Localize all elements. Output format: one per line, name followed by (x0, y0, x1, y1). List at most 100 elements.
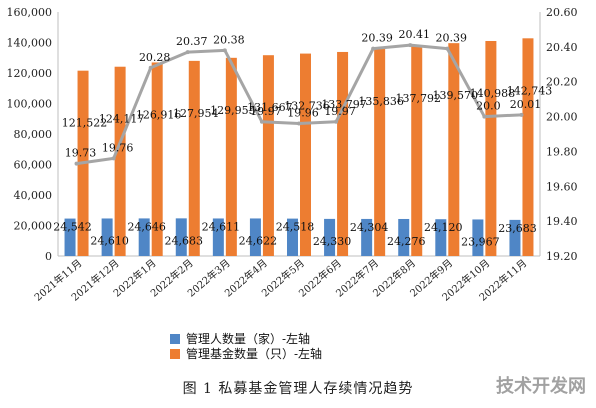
manager-count-label: 24,610 (90, 234, 129, 247)
fund-count-bar (522, 38, 534, 256)
right-tick-label: 19.60 (546, 180, 578, 193)
fund-count-label: 132,736 (284, 100, 330, 113)
legend-swatch (170, 349, 180, 359)
ratio-label: 19.96 (287, 107, 319, 120)
fund-count-bar (114, 66, 126, 256)
ratio-point (297, 121, 301, 126)
left-tick-label: 120,000 (7, 67, 53, 80)
right-tick-label: 19.80 (546, 145, 578, 158)
ratio-point (519, 112, 524, 117)
fund-count-bar (485, 40, 497, 256)
ratio-label: 20.39 (361, 32, 393, 45)
fund-count-label: 139,570 (433, 89, 479, 102)
ratio-label: 20.37 (176, 35, 208, 48)
fund-count-bar (300, 53, 311, 256)
fund-count-bar (411, 45, 423, 256)
manager-count-bar (64, 218, 76, 256)
manager-count-label: 24,542 (53, 221, 92, 234)
manager-count-label: 24,611 (202, 220, 241, 233)
manager-count-bar (287, 218, 298, 256)
right-tick-label: 20.40 (546, 41, 578, 54)
manager-count-label: 24,646 (127, 220, 166, 233)
fund-count-label: 133,797 (321, 98, 367, 111)
fund-count-bar (262, 55, 274, 256)
manager-count-bar (361, 218, 373, 256)
ratio-label: 20.01 (510, 98, 542, 111)
fund-count-bar (151, 62, 163, 257)
fund-count-label: 131,667 (247, 101, 293, 114)
manager-count-bar (398, 218, 410, 256)
line-layer (74, 43, 524, 166)
ratio-point (222, 48, 227, 53)
ratio-point (334, 119, 339, 124)
manager-count-label: 24,683 (165, 234, 204, 247)
ratio-point (445, 46, 450, 51)
ratio-label: 20.28 (139, 51, 171, 64)
fund-count-label: 127,954 (173, 107, 219, 120)
ratio-point (111, 156, 116, 161)
manager-count-bar (435, 219, 447, 256)
left-tick-label: 0 (45, 250, 52, 263)
fund-count-label: 124,117 (99, 113, 145, 126)
ratio-point (408, 43, 413, 48)
left-tick-label: 60,000 (14, 159, 53, 172)
manager-count-bar (472, 219, 484, 256)
fund-count-label: 121,522 (62, 117, 108, 130)
manager-count-label: 24,518 (276, 221, 315, 234)
ratio-point (482, 114, 487, 119)
manager-count-bar (101, 218, 113, 256)
fund-count-bar (374, 48, 386, 257)
fund-count-label: 140,988 (470, 87, 516, 100)
fund-count-label: 135,836 (358, 95, 404, 108)
left-tick-label: 20,000 (14, 220, 53, 233)
ratio-label: 20.41 (398, 28, 430, 41)
watermark: 技术开发网 (496, 375, 586, 397)
right-tick-label: 20.60 (546, 6, 578, 19)
fund-count-label: 129,955 (210, 104, 256, 117)
right-tick-label: 20.20 (546, 76, 578, 89)
ratio-label: 19.73 (65, 147, 97, 160)
fund-count-label: 137,792 (395, 92, 441, 105)
manager-count-label: 24,622 (239, 234, 278, 247)
manager-count-bar (509, 219, 521, 256)
manager-count-bar (175, 218, 187, 256)
left-tick-label: 80,000 (14, 128, 53, 141)
labels-layer: 24,542 121,522 19.73 24,610 124,117 19.76 24,6… (53, 28, 552, 248)
ratio-point (371, 46, 376, 51)
manager-count-bar (212, 218, 224, 256)
left-tick-label: 140,000 (7, 37, 53, 50)
fund-count-bar (188, 60, 200, 257)
ratio-point (259, 119, 264, 124)
ratio-label: 20.38 (213, 33, 245, 46)
ratio-label: 19.97 (324, 105, 356, 118)
right-tick-label: 19.20 (546, 250, 578, 263)
fund-count-label: 142,743 (507, 84, 553, 97)
ratio-label: 20.39 (436, 32, 468, 45)
manager-count-label: 23,683 (498, 222, 537, 235)
manager-count-label: 24,120 (424, 221, 463, 234)
fund-count-bar (225, 57, 237, 256)
manager-count-bar (324, 218, 336, 256)
left-tick-label: 40,000 (14, 189, 53, 202)
legend-label: 管理基金数量（只）-左轴 (186, 346, 322, 361)
ratio-point (185, 50, 190, 55)
fund-count-label: 126,916 (136, 108, 182, 121)
right-tick-label: 19.40 (546, 215, 578, 228)
manager-count-label: 23,967 (461, 235, 500, 248)
figure-caption: 图 1 私募基金管理人存续情况趋势 (183, 380, 414, 397)
legend-label: 管理人数量（家）-左轴 (186, 331, 310, 346)
ratio-point (148, 65, 153, 70)
legend-swatch (170, 334, 180, 344)
manager-count-label: 24,276 (387, 235, 426, 248)
manager-count-bar (138, 218, 150, 256)
fund-count-bar (337, 51, 349, 256)
ratio-label: 19.76 (102, 141, 134, 154)
ratio-label: 19.97 (250, 105, 282, 118)
manager-count-label: 24,330 (313, 235, 352, 248)
left-tick-label: 100,000 (7, 98, 53, 111)
right-tick-label: 20.00 (546, 111, 578, 124)
ratio-point (74, 161, 79, 166)
